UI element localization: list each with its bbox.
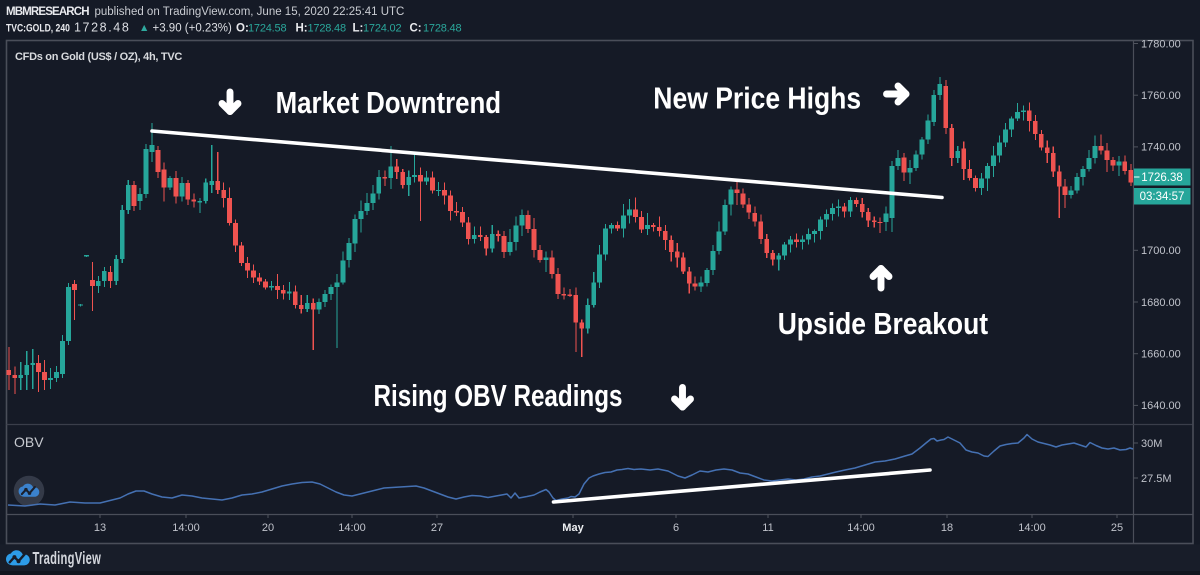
svg-text:Market Downtrend: Market Downtrend <box>276 85 502 120</box>
svg-text:6: 6 <box>673 522 679 534</box>
svg-text:11: 11 <box>762 522 773 534</box>
svg-text:1724.58: 1724.58 <box>248 23 286 35</box>
svg-text:1728.48: 1728.48 <box>308 23 346 35</box>
svg-text:Rising OBV Readings: Rising OBV Readings <box>374 378 623 413</box>
svg-text:CFDs on Gold (US$ / OZ), 4h, T: CFDs on Gold (US$ / OZ), 4h, TVC <box>15 51 182 63</box>
svg-text:27.5M: 27.5M <box>1141 473 1172 485</box>
svg-text:14:00: 14:00 <box>338 522 366 534</box>
svg-text:1680.00: 1680.00 <box>1141 297 1181 309</box>
svg-text:1640.00: 1640.00 <box>1141 400 1181 412</box>
svg-text:OBV: OBV <box>14 434 44 450</box>
svg-text:May: May <box>562 522 584 534</box>
svg-text:MBMRESEARCH: MBMRESEARCH <box>6 6 89 18</box>
svg-text:1728.48: 1728.48 <box>423 23 461 35</box>
svg-text:+3.90 (+0.23%): +3.90 (+0.23%) <box>153 23 232 35</box>
svg-text:30M: 30M <box>1141 438 1162 450</box>
svg-text:25: 25 <box>1111 522 1123 534</box>
svg-text:1726.38: 1726.38 <box>1141 172 1183 184</box>
svg-text:13: 13 <box>94 522 106 534</box>
svg-text:O:: O: <box>236 23 249 35</box>
svg-text:1728.48: 1728.48 <box>74 21 130 35</box>
svg-text:14:00: 14:00 <box>1018 522 1046 534</box>
svg-text:1700.00: 1700.00 <box>1141 245 1181 257</box>
svg-text:1760.00: 1760.00 <box>1141 90 1181 102</box>
svg-text:27: 27 <box>431 522 443 534</box>
svg-text:1724.02: 1724.02 <box>363 23 401 35</box>
svg-text:14:00: 14:00 <box>172 522 200 534</box>
svg-text:18: 18 <box>941 522 953 534</box>
svg-text:TVC:GOLD, 240: TVC:GOLD, 240 <box>6 23 70 35</box>
svg-text:14:00: 14:00 <box>847 522 875 534</box>
svg-text:03:34:57: 03:34:57 <box>1140 191 1185 203</box>
svg-text:20: 20 <box>262 522 274 534</box>
svg-text:Upside Breakout: Upside Breakout <box>778 306 988 341</box>
svg-text:H:: H: <box>296 23 308 35</box>
svg-text:L:: L: <box>353 23 364 35</box>
svg-text:1740.00: 1740.00 <box>1141 142 1181 154</box>
svg-text:TradingView: TradingView <box>33 550 102 569</box>
svg-text:1660.00: 1660.00 <box>1141 349 1181 361</box>
svg-text:published on TradingView.com,: published on TradingView.com, June 15, 2… <box>95 6 405 18</box>
svg-text:1780.00: 1780.00 <box>1141 38 1181 50</box>
svg-text:▲: ▲ <box>139 22 149 34</box>
svg-text:C:: C: <box>410 23 422 35</box>
svg-text:New Price Highs: New Price Highs <box>653 81 861 116</box>
